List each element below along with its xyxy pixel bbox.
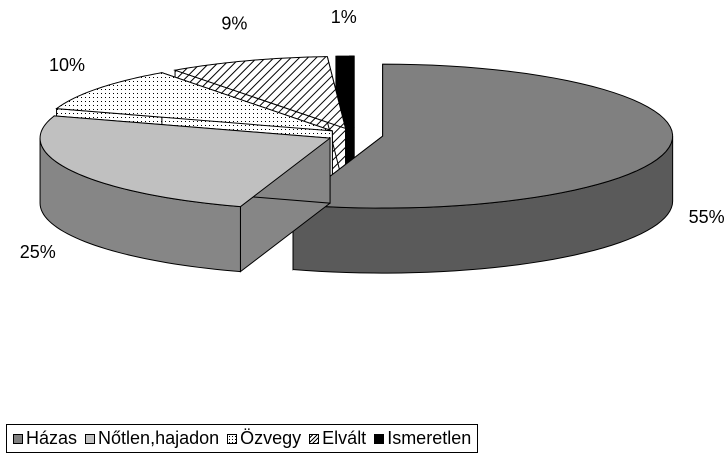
legend-swatch — [227, 433, 238, 444]
legend-label: Elvált — [322, 428, 367, 448]
legend-item: Nőtlen,hajadon — [85, 428, 219, 449]
legend-item: Özvegy — [227, 428, 301, 449]
slice-top — [291, 63, 674, 209]
slice — [39, 115, 332, 273]
chart: 55% 25% 10% 9% 1% — [20, 7, 725, 274]
legend-swatch — [374, 433, 385, 444]
legend-label: Nőtlen,hajadon — [98, 428, 220, 448]
slice — [291, 63, 674, 274]
data-label: 10% — [49, 55, 85, 75]
data-label: 9% — [221, 14, 247, 34]
legend-label: Özvegy — [240, 428, 302, 448]
data-label: 55% — [689, 207, 725, 227]
slice-top — [39, 115, 332, 208]
legend-swatch — [85, 433, 96, 444]
legend-item: Ismeretlen — [374, 428, 471, 449]
legend-swatch — [13, 433, 23, 444]
legend-label: Házas — [26, 428, 78, 448]
data-label: 25% — [20, 242, 56, 262]
legend-swatch — [309, 433, 320, 444]
legend-label: Ismeretlen — [387, 428, 472, 448]
slice-top — [55, 72, 333, 132]
legend-item: Elvált — [309, 428, 366, 449]
legend-item: Házas — [13, 428, 77, 449]
data-label: 1% — [331, 7, 357, 27]
slice-top — [173, 56, 347, 130]
legend: Házas Nőtlen,hajadon Özvegy Elvált Ismeretle… — [6, 424, 479, 453]
slice-top — [335, 55, 355, 129]
